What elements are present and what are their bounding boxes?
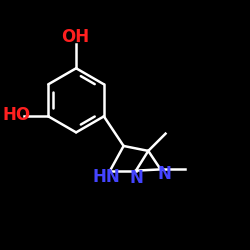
Text: HN: HN <box>92 168 120 186</box>
Text: N: N <box>157 165 171 183</box>
Text: OH: OH <box>61 28 89 46</box>
Text: N: N <box>130 168 143 186</box>
Text: HO: HO <box>2 106 30 124</box>
